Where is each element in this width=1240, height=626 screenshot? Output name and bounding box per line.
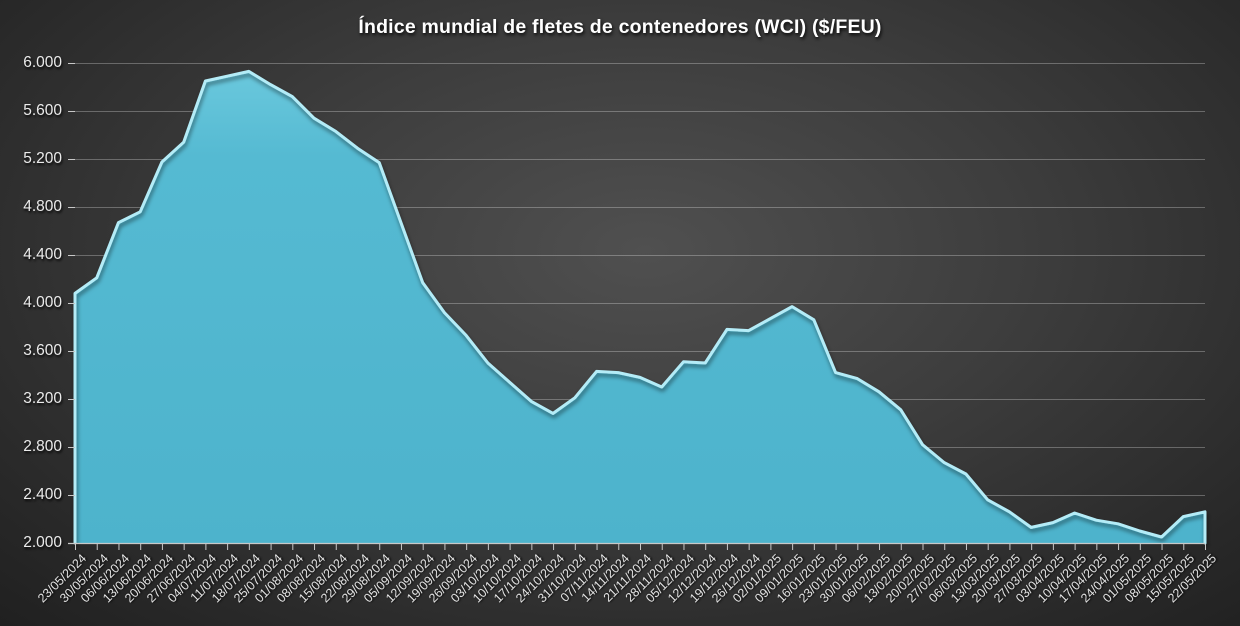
y-tick-label: 4.800 — [23, 198, 62, 215]
y-tick-label: 2.000 — [23, 534, 62, 551]
y-tick-label: 2.400 — [23, 486, 62, 503]
y-tick-label: 4.400 — [23, 246, 62, 263]
y-axis — [68, 63, 75, 544]
y-tick-label: 3.200 — [23, 390, 62, 407]
y-tick-label: 6.000 — [23, 54, 62, 71]
y-tick-label: 5.600 — [23, 102, 62, 119]
area-outline-highlight — [73, 69, 1207, 545]
y-tick-label: 5.200 — [23, 150, 62, 167]
y-tick-label: 3.600 — [23, 342, 62, 359]
chart-title: Índice mundial de fletes de contenedores… — [358, 16, 882, 38]
area-fill — [75, 71, 1205, 544]
y-tick-label: 4.000 — [23, 294, 62, 311]
x-axis — [68, 542, 1206, 550]
y-tick-label: 2.800 — [23, 438, 62, 455]
